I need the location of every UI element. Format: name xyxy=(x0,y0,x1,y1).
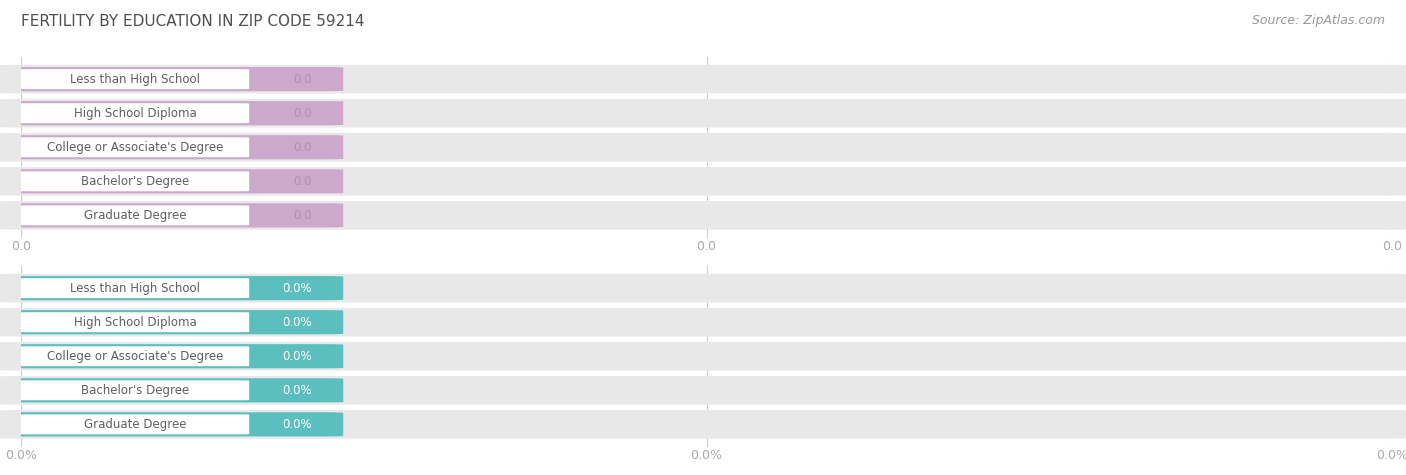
Text: 0.0%: 0.0% xyxy=(283,282,312,294)
Text: Source: ZipAtlas.com: Source: ZipAtlas.com xyxy=(1251,14,1385,27)
Text: Less than High School: Less than High School xyxy=(70,282,200,294)
FancyBboxPatch shape xyxy=(0,342,1406,370)
Text: 0.0%: 0.0% xyxy=(283,384,312,397)
FancyBboxPatch shape xyxy=(15,380,249,400)
FancyBboxPatch shape xyxy=(15,171,249,191)
FancyBboxPatch shape xyxy=(15,278,249,298)
FancyBboxPatch shape xyxy=(0,101,343,125)
FancyBboxPatch shape xyxy=(15,346,249,366)
Text: Less than High School: Less than High School xyxy=(70,73,200,86)
FancyBboxPatch shape xyxy=(15,312,249,332)
Text: 0.0: 0.0 xyxy=(294,107,312,120)
FancyBboxPatch shape xyxy=(0,344,343,368)
FancyBboxPatch shape xyxy=(15,137,249,157)
Text: Graduate Degree: Graduate Degree xyxy=(84,418,187,431)
FancyBboxPatch shape xyxy=(0,274,1406,303)
FancyBboxPatch shape xyxy=(0,203,343,228)
FancyBboxPatch shape xyxy=(0,310,343,334)
FancyBboxPatch shape xyxy=(0,167,1406,196)
Text: 0.0: 0.0 xyxy=(294,175,312,188)
FancyBboxPatch shape xyxy=(0,276,343,300)
Text: College or Associate's Degree: College or Associate's Degree xyxy=(46,141,224,154)
Text: 0.0%: 0.0% xyxy=(283,418,312,431)
Text: 0.0%: 0.0% xyxy=(283,316,312,329)
FancyBboxPatch shape xyxy=(0,378,343,402)
FancyBboxPatch shape xyxy=(0,308,1406,336)
Text: 0.0: 0.0 xyxy=(294,141,312,154)
FancyBboxPatch shape xyxy=(0,67,343,91)
Text: Bachelor's Degree: Bachelor's Degree xyxy=(82,175,190,188)
FancyBboxPatch shape xyxy=(15,414,249,434)
Text: 0.0: 0.0 xyxy=(294,209,312,222)
FancyBboxPatch shape xyxy=(15,69,249,89)
FancyBboxPatch shape xyxy=(0,65,1406,94)
Text: Graduate Degree: Graduate Degree xyxy=(84,209,187,222)
FancyBboxPatch shape xyxy=(0,376,1406,405)
FancyBboxPatch shape xyxy=(0,133,1406,162)
FancyBboxPatch shape xyxy=(0,99,1406,127)
FancyBboxPatch shape xyxy=(0,412,343,437)
FancyBboxPatch shape xyxy=(0,135,343,159)
FancyBboxPatch shape xyxy=(0,410,1406,439)
Text: College or Associate's Degree: College or Associate's Degree xyxy=(46,350,224,363)
Text: Bachelor's Degree: Bachelor's Degree xyxy=(82,384,190,397)
Text: 0.0: 0.0 xyxy=(294,73,312,86)
FancyBboxPatch shape xyxy=(0,201,1406,230)
FancyBboxPatch shape xyxy=(0,169,343,193)
Text: High School Diploma: High School Diploma xyxy=(73,107,197,120)
FancyBboxPatch shape xyxy=(15,103,249,123)
Text: FERTILITY BY EDUCATION IN ZIP CODE 59214: FERTILITY BY EDUCATION IN ZIP CODE 59214 xyxy=(21,14,364,29)
FancyBboxPatch shape xyxy=(15,205,249,225)
Text: 0.0%: 0.0% xyxy=(283,350,312,363)
Text: High School Diploma: High School Diploma xyxy=(73,316,197,329)
